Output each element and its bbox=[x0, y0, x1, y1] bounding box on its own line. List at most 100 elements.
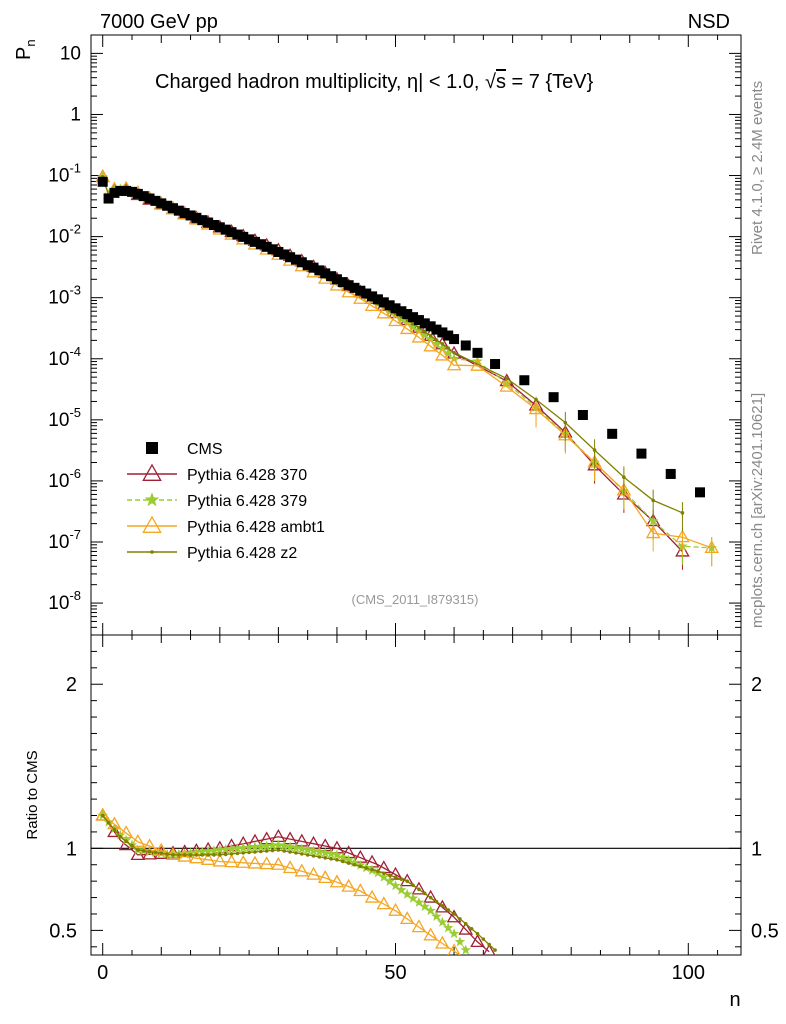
cms-point bbox=[665, 468, 676, 479]
title-pre: Charged hadron multiplicity, bbox=[155, 71, 407, 93]
title-post: = 7 {TeV} bbox=[506, 71, 594, 93]
data-point bbox=[341, 859, 345, 864]
data-point bbox=[147, 849, 152, 854]
data-point bbox=[446, 346, 451, 350]
title-cut: | < 1.0, bbox=[418, 71, 485, 93]
cms-point bbox=[156, 198, 167, 209]
data-point bbox=[229, 852, 234, 856]
data-point bbox=[305, 853, 310, 857]
data-point bbox=[177, 853, 181, 857]
cms-point bbox=[197, 215, 208, 226]
cms-point bbox=[378, 297, 389, 308]
data-point bbox=[224, 854, 239, 868]
data-point bbox=[118, 825, 134, 839]
cms-point bbox=[695, 487, 706, 498]
cms-point bbox=[150, 195, 161, 206]
cms-point bbox=[308, 262, 319, 273]
main-ylabel: Pn bbox=[13, 39, 38, 60]
data-point bbox=[208, 845, 220, 856]
data-point bbox=[255, 841, 267, 851]
ratio-y-tick-label: 1 bbox=[66, 838, 77, 860]
data-point bbox=[267, 840, 278, 850]
data-point bbox=[349, 857, 360, 868]
data-point bbox=[442, 922, 454, 933]
data-point bbox=[282, 849, 287, 853]
cms-point bbox=[519, 375, 530, 386]
data-point bbox=[320, 847, 331, 858]
data-point bbox=[232, 842, 243, 853]
y-tick-label: 10-8 bbox=[48, 588, 81, 614]
cms-point bbox=[490, 359, 501, 370]
data-point bbox=[185, 847, 196, 858]
data-point bbox=[241, 851, 246, 855]
data-point bbox=[364, 866, 369, 870]
y-tick-label: 10-3 bbox=[48, 283, 81, 309]
data-point bbox=[130, 843, 134, 848]
data-point bbox=[302, 844, 313, 855]
cms-point bbox=[220, 224, 231, 235]
cms-point bbox=[425, 321, 436, 332]
cms-point bbox=[173, 205, 184, 216]
cms-point bbox=[367, 291, 378, 302]
data-point bbox=[411, 919, 427, 933]
data-point bbox=[165, 852, 169, 856]
data-point bbox=[329, 874, 345, 888]
data-point bbox=[452, 912, 456, 916]
data-point bbox=[118, 835, 123, 839]
data-point bbox=[335, 858, 339, 862]
data-point bbox=[388, 313, 403, 327]
data-point bbox=[446, 357, 462, 371]
ratio-ylabel: Ratio to CMS bbox=[24, 750, 41, 839]
data-point bbox=[314, 846, 325, 857]
data-point bbox=[422, 891, 427, 896]
cms-point bbox=[179, 208, 190, 219]
main-ylabel-base: P bbox=[13, 47, 35, 60]
ratio-y-tick-label-right: 2 bbox=[751, 674, 762, 696]
data-point bbox=[238, 842, 249, 853]
y-tick-label: 10-2 bbox=[48, 222, 81, 248]
data-point bbox=[153, 850, 158, 855]
data-point bbox=[458, 917, 462, 921]
data-point bbox=[431, 910, 442, 921]
cms-point bbox=[185, 210, 196, 221]
data-point bbox=[194, 853, 199, 857]
data-point bbox=[261, 840, 272, 851]
data-point bbox=[388, 866, 403, 880]
cms-point bbox=[331, 274, 342, 285]
cms-point bbox=[419, 318, 430, 329]
data-point bbox=[296, 843, 308, 854]
cms-point bbox=[121, 185, 132, 196]
cms-point bbox=[138, 191, 149, 202]
data-point bbox=[130, 833, 146, 847]
cms-point bbox=[314, 265, 325, 276]
cms-point bbox=[255, 239, 266, 250]
y-tick-label: 1 bbox=[70, 104, 81, 125]
cms-point bbox=[384, 300, 395, 311]
legend-label: Pythia 6.428 379 bbox=[187, 493, 307, 510]
data-point bbox=[188, 853, 193, 857]
data-point bbox=[364, 298, 380, 312]
data-point bbox=[264, 849, 269, 853]
cms-point bbox=[636, 448, 647, 459]
ratio-y-tick-label-right: 0.5 bbox=[751, 920, 779, 942]
data-point bbox=[431, 338, 442, 349]
mcplots-label: mcplots.cern.ch [arXiv:2401.10621] bbox=[749, 393, 766, 628]
process-label: NSD bbox=[688, 11, 730, 33]
data-point bbox=[247, 850, 251, 855]
cms-point bbox=[449, 334, 460, 345]
data-point bbox=[259, 856, 274, 870]
chart-title: Charged hadron multiplicity, η| < 1.0, √… bbox=[155, 71, 594, 93]
cms-point bbox=[396, 306, 407, 317]
data-point bbox=[407, 321, 419, 332]
data-point bbox=[378, 871, 390, 882]
data-point bbox=[279, 840, 290, 851]
legend-item: Pythia 6.428 z2 bbox=[127, 545, 297, 562]
data-point bbox=[212, 853, 216, 857]
data-point bbox=[343, 854, 354, 865]
data-point bbox=[411, 883, 415, 888]
legend-item: Pythia 6.428 370 bbox=[127, 463, 307, 484]
data-point bbox=[407, 892, 419, 903]
data-point bbox=[308, 845, 319, 856]
legend-label: Pythia 6.428 z2 bbox=[187, 545, 297, 562]
